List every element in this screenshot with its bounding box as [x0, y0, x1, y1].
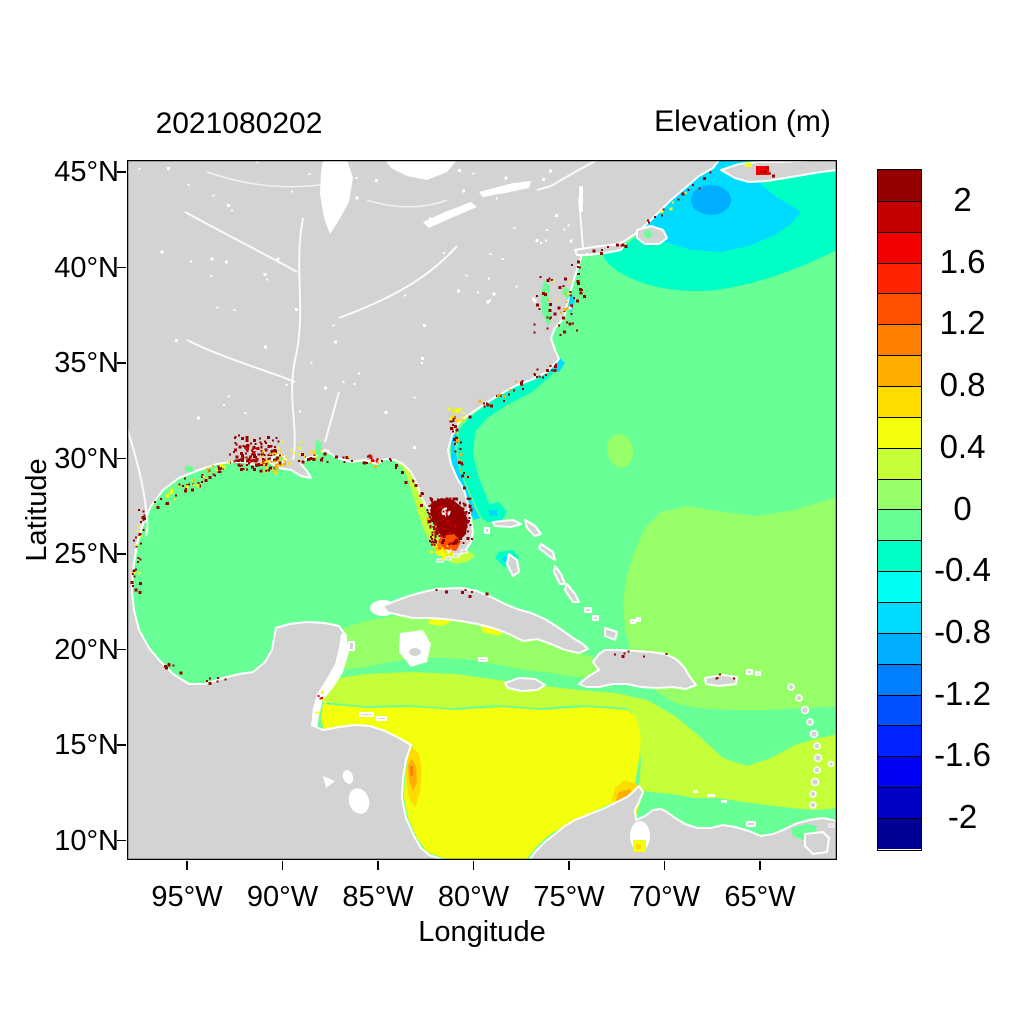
y-tick-label: 20°N [54, 633, 119, 666]
land-trinidad [804, 830, 831, 856]
colorbar-cell [878, 632, 921, 664]
y-tick [117, 648, 126, 651]
x-tick [568, 861, 570, 870]
colorbar-cell [878, 262, 921, 294]
x-tick [472, 861, 475, 870]
x-tick [663, 861, 666, 870]
land-andros [506, 553, 520, 577]
colorbar-cell [878, 447, 921, 479]
land-grand-bahama [492, 519, 522, 528]
colorbar-cell [878, 540, 921, 572]
x-tick-label: 85°W [342, 881, 414, 913]
colorbar-cell [878, 818, 921, 849]
colorbar-cell [878, 416, 921, 448]
y-tick-label: 35°N [54, 347, 119, 379]
x-tick [377, 861, 379, 870]
x-tick-label: 65°W [724, 881, 796, 913]
colorbar [877, 169, 922, 851]
y-tick [117, 457, 126, 460]
colorbar-cell [878, 787, 921, 819]
region-02-to-04m [323, 462, 839, 810]
land-margarita [746, 821, 756, 827]
colorbar-cell [878, 602, 921, 633]
colorbar-cell [878, 571, 921, 603]
colorbar-cell [878, 694, 921, 726]
y-tick [117, 171, 126, 173]
colorbar-tick-label: -2 [947, 798, 978, 836]
y-tick-label: 30°N [54, 442, 119, 475]
x-tick-label: 95°W [151, 881, 223, 913]
y-tick-label: 40°N [54, 251, 119, 284]
region-gulf-of-maine [602, 160, 837, 292]
colorbar-cell [878, 478, 921, 510]
colorbar-cell [878, 200, 921, 232]
plot-title: 2021080202 [155, 107, 323, 140]
land-cayman [478, 657, 488, 662]
land-abaco [524, 519, 542, 537]
y-tick-label: 45°N [54, 156, 119, 188]
land-hispaniola [578, 649, 697, 690]
land-puerto-rico [704, 674, 738, 687]
colorbar-tick-label: 2 [953, 180, 972, 218]
region-0-to-02m [325, 434, 839, 710]
colorbar-cell [878, 386, 921, 417]
colorbar-cell [878, 725, 921, 757]
land-long-island [574, 243, 626, 256]
lakes-rivers [126, 159, 835, 856]
colorbar-cell [878, 355, 921, 387]
colorbar-tick-label: 1.6 [939, 242, 986, 280]
colorbar-tick-label: -1.6 [934, 736, 991, 774]
x-tick-label: 80°W [437, 881, 510, 913]
map-plot [118, 151, 839, 867]
colorbar-cell [878, 756, 921, 788]
colorbar-tick-label: -0.4 [934, 551, 991, 589]
x-tick [281, 861, 284, 870]
land-cape-cod [636, 225, 668, 245]
coastal-speckles [127, 161, 775, 714]
y-tick-label: 25°N [54, 538, 119, 570]
colorbar-tick-label: 1.2 [939, 304, 986, 342]
land-lesser-antilles [787, 683, 835, 809]
colorbar-tick-label: 0 [953, 489, 972, 527]
colorbar-title: Elevation (m) [654, 105, 831, 138]
x-tick [186, 861, 188, 870]
colorbar-tick-label: 0.8 [939, 366, 986, 404]
x-tick-label: 70°W [628, 881, 701, 913]
colorbar-cell [878, 231, 921, 263]
x-tick-label: 90°W [246, 881, 319, 913]
colorbar-cell [878, 324, 921, 356]
land-jamaica [504, 677, 546, 692]
land-cuba [382, 587, 589, 654]
x-tick [759, 861, 761, 870]
y-tick [117, 266, 126, 269]
land-cozumel [348, 641, 355, 651]
y-tick-label: 10°N [54, 824, 119, 857]
colorbar-cell [878, 293, 921, 325]
colorbar-tick-label: -0.8 [934, 612, 991, 650]
land-eleuthera [538, 543, 556, 561]
y-tick [117, 553, 126, 555]
y-tick [117, 839, 126, 842]
colorbar-tick-label: -1.2 [934, 674, 991, 712]
land-inagua [604, 627, 618, 641]
x-axis-title: Longitude [418, 916, 546, 948]
y-tick [117, 362, 126, 364]
y-tick [117, 744, 126, 746]
colorbar-cell [878, 170, 921, 201]
y-tick-label: 15°N [54, 729, 119, 761]
land-isle-of-youth [407, 646, 423, 658]
elevation-map [118, 151, 839, 867]
colorbar-cell [878, 509, 921, 541]
x-tick-label: 75°W [533, 881, 605, 913]
colorbar-tick-label: 0.4 [939, 427, 986, 465]
colorbar-cell [878, 663, 921, 695]
land-south-america [524, 785, 838, 867]
